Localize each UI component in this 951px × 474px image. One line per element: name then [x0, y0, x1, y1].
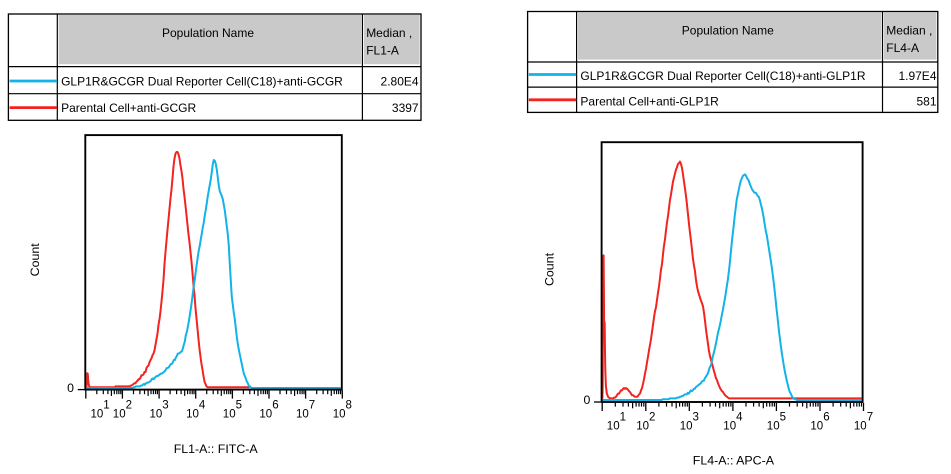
svg-text:Population Name: Population Name: [682, 23, 774, 37]
svg-text:1.97E4: 1.97E4: [898, 69, 936, 83]
svg-text:0: 0: [583, 393, 590, 407]
svg-text:GLP1R&GCGR Dual Reporter Cell(: GLP1R&GCGR Dual Reporter Cell(C18)+anti-…: [61, 74, 343, 88]
svg-text:FL4-A: FL4-A: [886, 41, 919, 55]
svg-text:FL4-A:: APC-A: FL4-A:: APC-A: [693, 454, 775, 468]
svg-text:Median ,: Median ,: [886, 23, 932, 37]
svg-text:Count: Count: [542, 252, 556, 286]
svg-text:Parental Cell+anti-GCGR: Parental Cell+anti-GCGR: [61, 101, 196, 115]
svg-text:FL1-A:: FITC-A: FL1-A:: FITC-A: [174, 442, 259, 456]
svg-text:2.80E4: 2.80E4: [381, 74, 419, 88]
svg-text:GLP1R&GCGR Dual Reporter Cell(: GLP1R&GCGR Dual Reporter Cell(C18)+anti-…: [580, 69, 865, 83]
svg-text:581: 581: [916, 94, 936, 108]
svg-text:Median ,: Median ,: [366, 26, 412, 40]
svg-text:FL1-A: FL1-A: [366, 44, 399, 58]
svg-text:Parental Cell+anti-GLP1R: Parental Cell+anti-GLP1R: [580, 94, 719, 108]
svg-text:Population Name: Population Name: [162, 26, 254, 40]
svg-text:Count: Count: [28, 243, 42, 277]
svg-text:3397: 3397: [392, 101, 419, 115]
svg-text:0: 0: [67, 381, 74, 395]
